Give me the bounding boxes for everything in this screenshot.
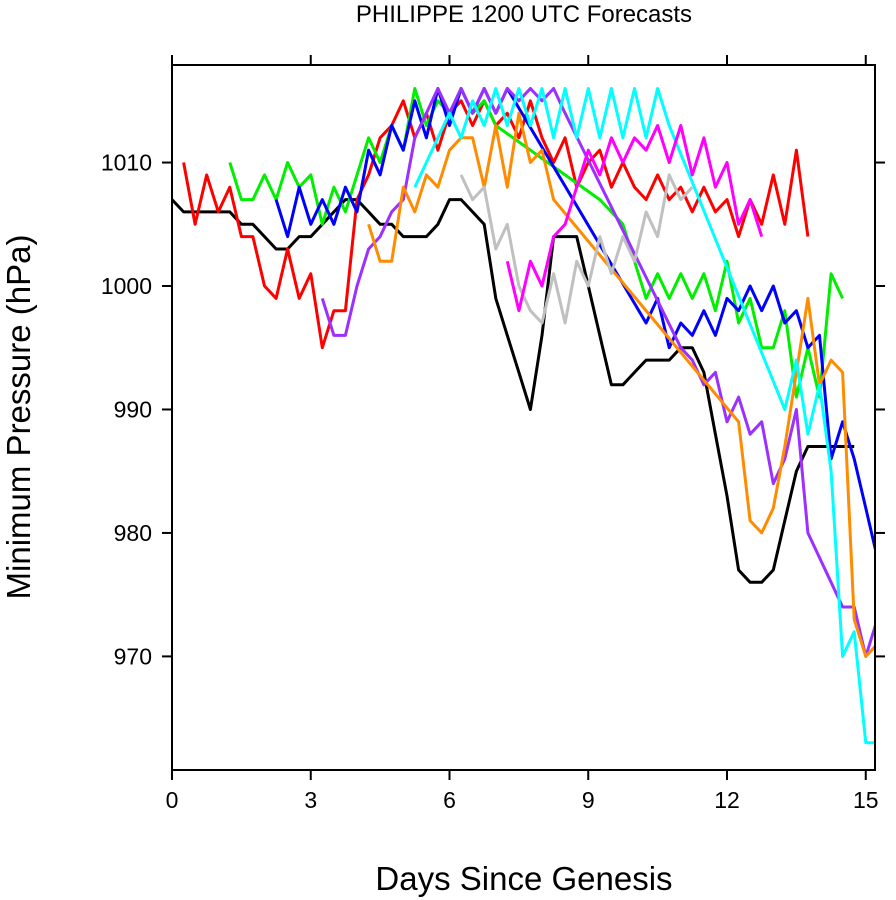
y-tick-label: 990	[114, 396, 152, 422]
chart-title: PHILIPPE 1200 UTC Forecasts	[356, 1, 692, 28]
plot-frame	[171, 64, 876, 771]
x-axis-title: Days Since Genesis	[375, 860, 672, 897]
x-tick-label: 6	[443, 787, 456, 813]
series-line-3	[228, 87, 844, 399]
x-axis: 0 3 6 9 12 15	[166, 55, 879, 813]
series-layer	[172, 87, 875, 745]
x-tick-label: 12	[714, 787, 740, 813]
series-line-9	[505, 124, 764, 313]
y-tick-label: 1010	[101, 150, 152, 176]
x-tick-label: 9	[582, 787, 595, 813]
series-line-5	[320, 87, 875, 658]
x-tick-label: 15	[853, 787, 879, 813]
series-line-7	[413, 87, 875, 745]
series-line-4	[274, 87, 875, 555]
series-line-8	[459, 173, 694, 325]
series-line-1	[172, 198, 855, 584]
series-line-6	[367, 111, 875, 658]
y-tick-label: 980	[114, 520, 152, 546]
y-tick-label: 970	[114, 643, 152, 669]
x-tick-label: 0	[166, 787, 179, 813]
x-tick-label: 3	[304, 787, 317, 813]
y-axis-title: Minimum Pressure (hPa)	[0, 235, 37, 600]
y-tick-label: 1000	[101, 273, 152, 299]
y-axis: 970 980 990 1000 1010	[101, 150, 885, 669]
